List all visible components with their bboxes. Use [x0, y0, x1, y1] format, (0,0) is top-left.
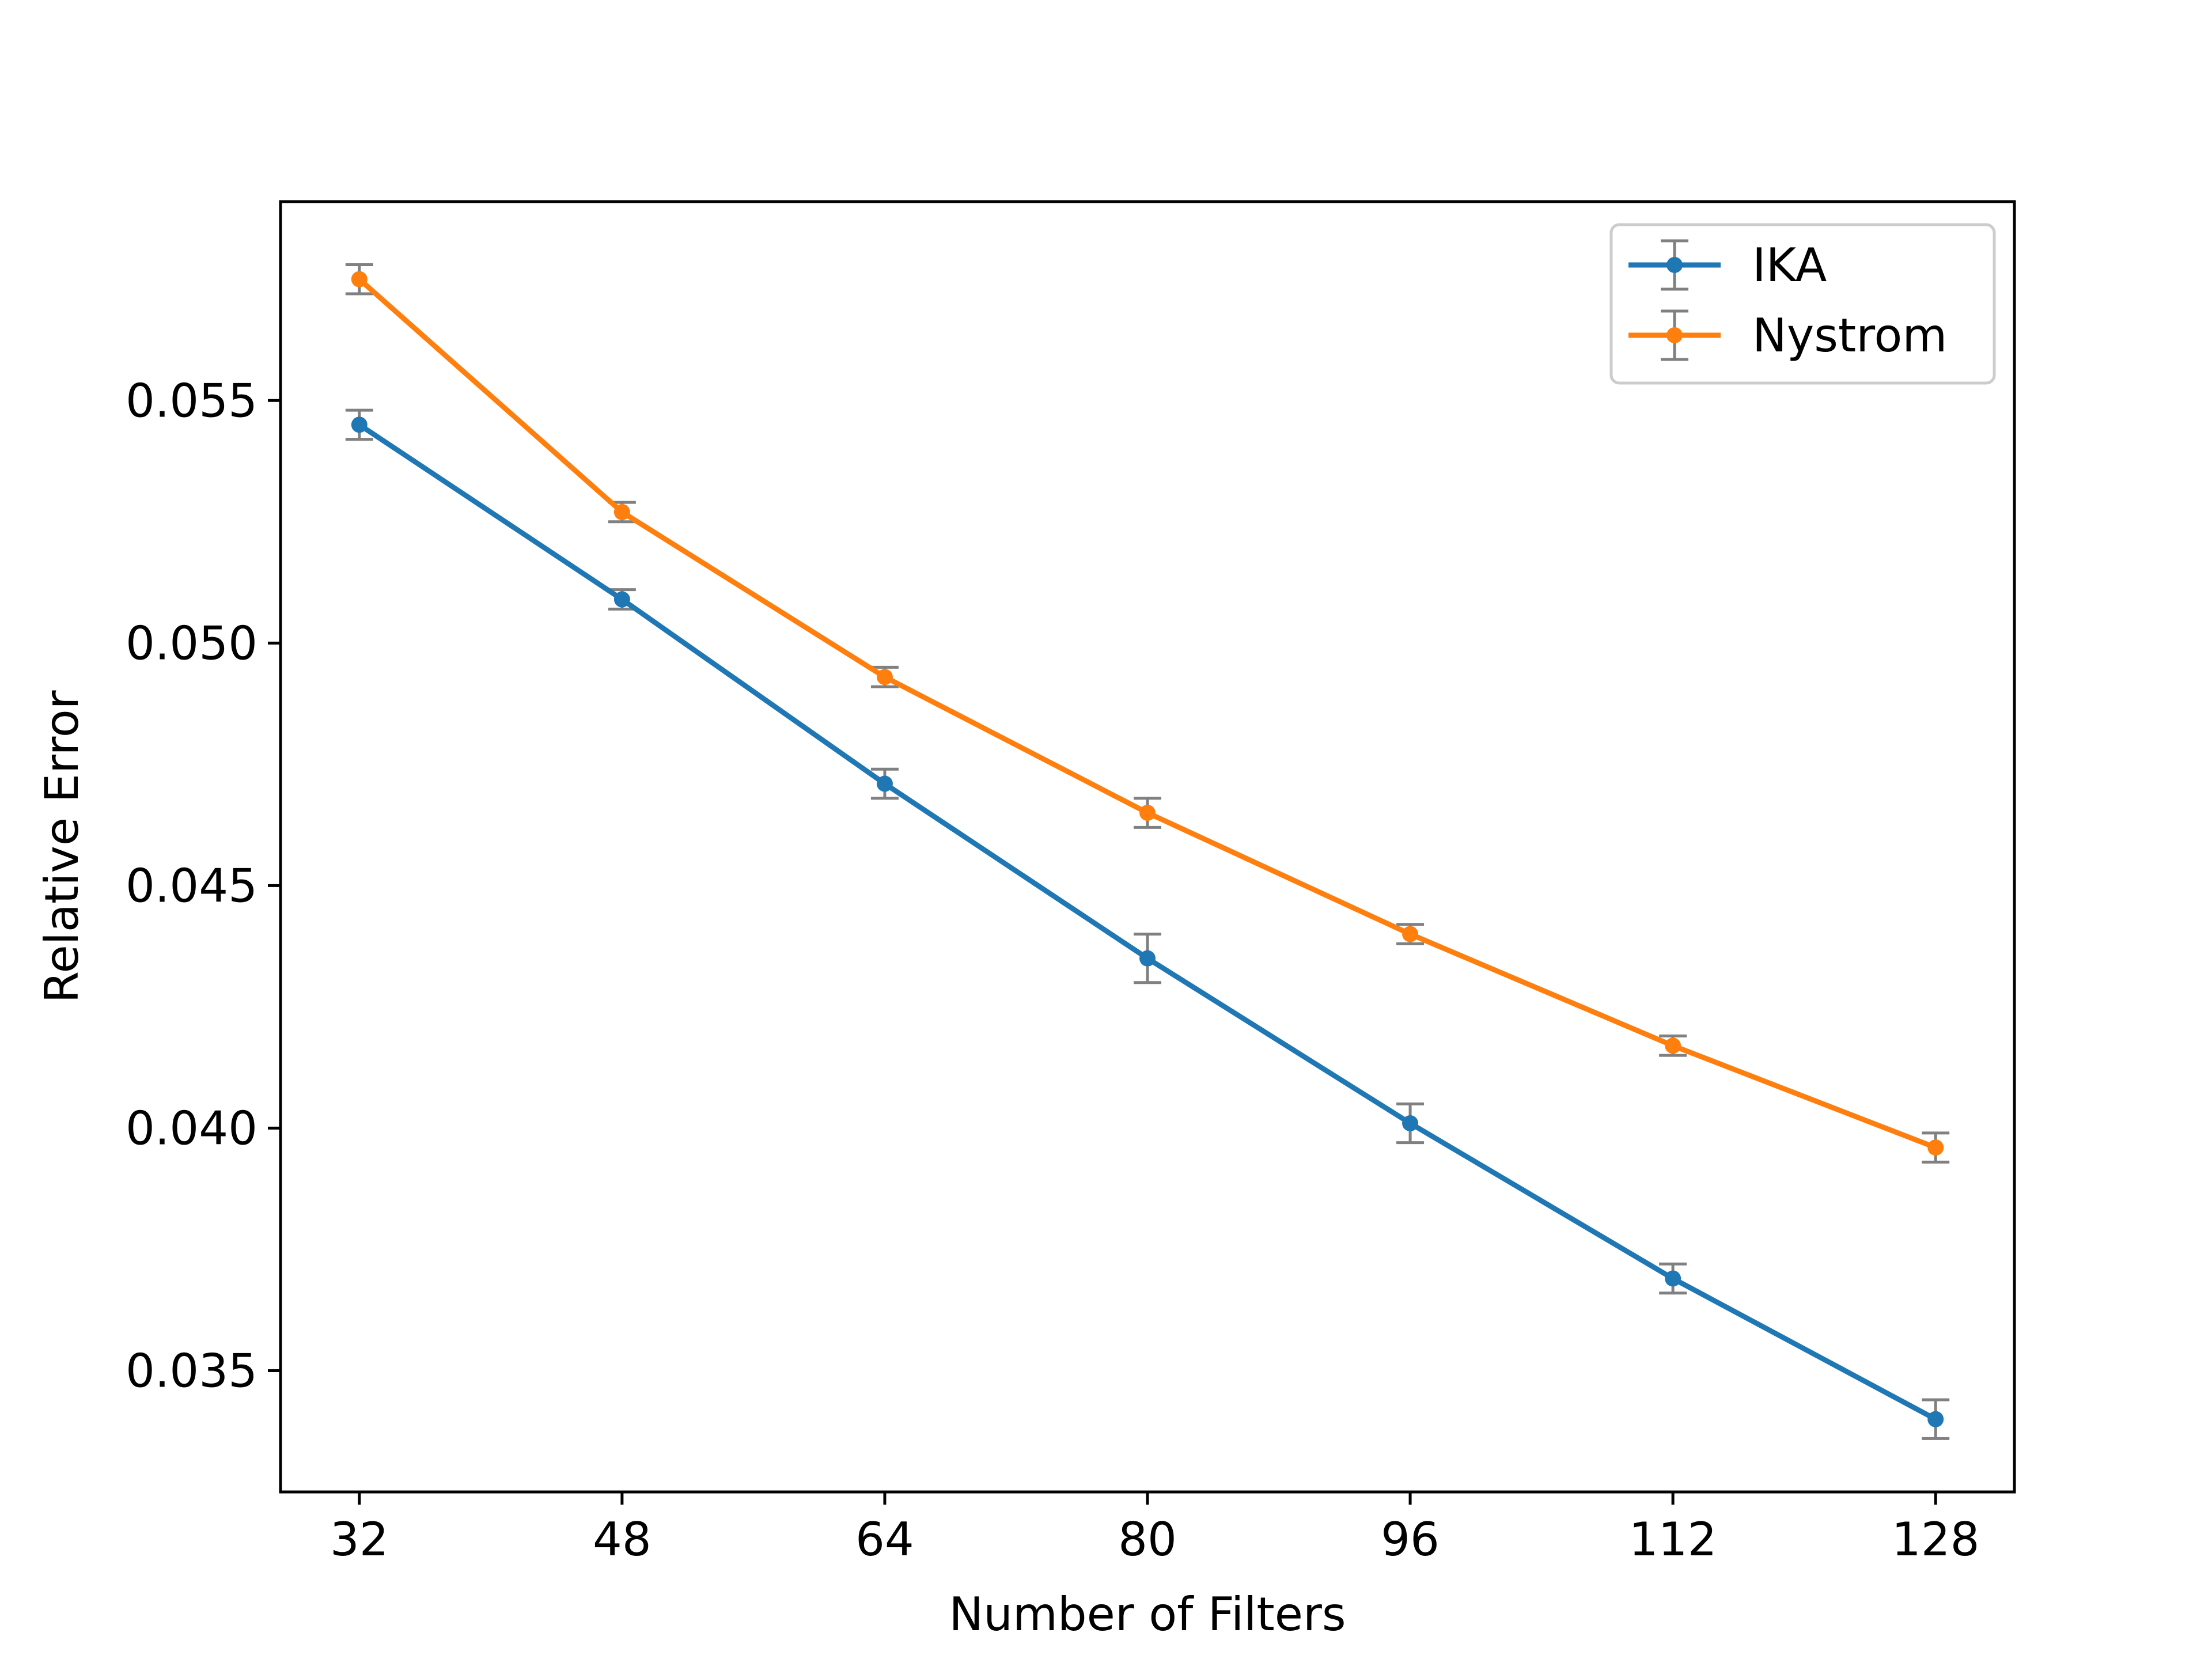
legend-entry-nystrom: Nystrom	[1628, 309, 1947, 362]
data-point	[1927, 1139, 1944, 1156]
x-tick-label: 112	[1629, 1513, 1717, 1566]
legend-label: Nystrom	[1752, 309, 1947, 362]
x-tick-label: 48	[593, 1513, 652, 1566]
x-axis-title: Number of Filters	[949, 1588, 1346, 1641]
x-tick-label: 128	[1892, 1513, 1980, 1566]
series-ika	[345, 408, 1950, 1440]
data-point	[1402, 926, 1419, 942]
data-point	[876, 669, 893, 685]
x-axis: 32 48 64 80 96 112 128	[330, 1492, 1980, 1566]
series-layer	[345, 263, 1950, 1440]
data-point	[613, 591, 630, 608]
data-point	[876, 775, 893, 792]
data-point	[1665, 1270, 1681, 1287]
legend: IKA Nystrom	[1609, 223, 1996, 385]
data-point	[1402, 1115, 1419, 1131]
series-nystrom	[345, 263, 1950, 1164]
x-tick-label: 32	[330, 1513, 389, 1566]
legend-marker	[1666, 327, 1683, 343]
data-point	[613, 503, 630, 520]
y-tick-label: 0.045	[126, 859, 257, 912]
legend-entry-ika: IKA	[1628, 238, 1827, 292]
data-point	[1665, 1037, 1681, 1054]
y-axis: 0.035 0.040 0.045 0.050 0.055	[126, 374, 281, 1397]
data-point	[1139, 950, 1156, 967]
y-tick-label: 0.040	[126, 1101, 257, 1155]
y-tick-label: 0.035	[126, 1344, 257, 1397]
data-point	[1927, 1411, 1944, 1427]
data-point	[1139, 805, 1156, 821]
y-tick-label: 0.050	[126, 616, 257, 670]
legend-label: IKA	[1752, 238, 1827, 292]
data-point	[351, 271, 368, 287]
x-tick-label: 96	[1381, 1513, 1440, 1566]
legend-marker	[1666, 257, 1683, 273]
data-point	[351, 416, 368, 433]
x-tick-label: 80	[1118, 1513, 1177, 1566]
y-tick-label: 0.055	[126, 374, 257, 427]
y-axis-title: Relative Error	[35, 690, 89, 1003]
x-tick-label: 64	[855, 1513, 914, 1566]
